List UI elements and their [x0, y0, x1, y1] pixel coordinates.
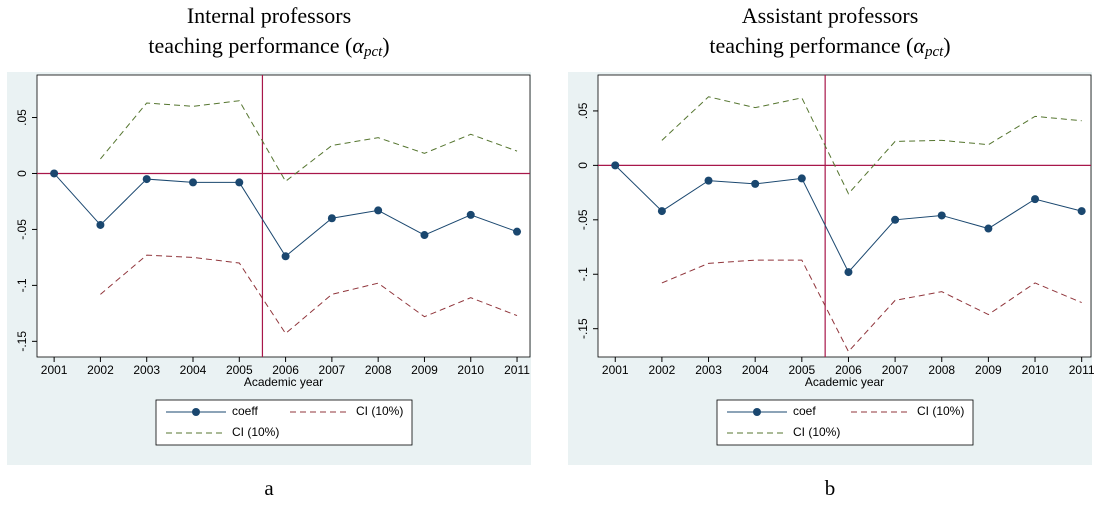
panel: Internal professors teaching performance … — [7, 3, 531, 500]
x-tick-label: 2011 — [1069, 363, 1095, 377]
series-marker — [96, 220, 105, 229]
title-line: teaching performance (αpct) — [709, 33, 950, 60]
series-line — [100, 254, 518, 335]
y-tick-label: -.1 — [15, 278, 29, 292]
legend-marker — [753, 408, 761, 416]
y-tick-label: -.15 — [576, 318, 590, 339]
x-axis-label: Academic year — [805, 375, 884, 389]
caption: b — [825, 476, 836, 500]
x-tick-label: 2001 — [602, 363, 629, 377]
plot-area — [597, 74, 1092, 358]
series-marker — [797, 174, 806, 183]
legend-label: coeff — [232, 404, 258, 418]
caption: a — [264, 476, 274, 500]
x-tick-label: 2006 — [272, 363, 299, 377]
y-tick-label: -.1 — [576, 267, 590, 281]
title-subscript: pct — [363, 44, 383, 60]
series-marker — [327, 214, 336, 223]
x-tick-label: 2002 — [649, 363, 676, 377]
title-end: ) — [382, 33, 389, 58]
x-tick-label: 2007 — [882, 363, 909, 377]
series-marker — [513, 227, 522, 236]
legend-label: CI (10%) — [232, 425, 279, 439]
series-marker — [189, 178, 198, 187]
legend-marker — [192, 408, 200, 416]
x-tick-label: 2005 — [788, 363, 815, 377]
x-tick-label: 2003 — [133, 363, 160, 377]
series-marker — [281, 252, 290, 261]
series-marker — [466, 210, 475, 219]
y-tick-label: -.05 — [576, 209, 590, 230]
series-marker — [1077, 207, 1086, 216]
x-tick-label: 2008 — [365, 363, 392, 377]
title-line: Assistant professors — [742, 3, 919, 28]
series-line — [661, 96, 1082, 195]
legend-label: coef — [793, 404, 816, 418]
legend-box — [716, 399, 974, 446]
x-tick-label: 2006 — [835, 363, 862, 377]
series-marker — [50, 169, 59, 178]
series-marker — [751, 179, 760, 188]
series-marker — [984, 224, 993, 233]
x-tick-label: 2003 — [695, 363, 722, 377]
title-subscript: pct — [924, 44, 944, 60]
series-marker — [891, 215, 900, 224]
legend-label: CI (10%) — [356, 404, 403, 418]
panel: Assistant professors teaching performance… — [568, 3, 1095, 500]
x-tick-label: 2004 — [742, 363, 769, 377]
series-marker — [1031, 195, 1040, 204]
x-tick-label: 2001 — [41, 363, 68, 377]
y-tick-label: 0 — [576, 162, 590, 169]
x-tick-label: 2002 — [87, 363, 114, 377]
series-marker — [611, 161, 620, 170]
y-tick-label: .05 — [576, 102, 590, 119]
series-marker — [937, 211, 946, 220]
series-line — [661, 259, 1082, 353]
title-line: Internal professors — [187, 3, 351, 28]
legend-box — [155, 399, 413, 446]
series-marker — [657, 207, 666, 216]
x-tick-label: 2011 — [504, 363, 530, 377]
series-marker — [142, 175, 151, 184]
y-tick-label: -.05 — [15, 219, 29, 240]
x-tick-label: 2009 — [975, 363, 1002, 377]
x-tick-label: 2010 — [457, 363, 484, 377]
title-text: teaching performance ( — [148, 33, 352, 58]
x-tick-label: 2007 — [319, 363, 346, 377]
series-line — [100, 100, 518, 183]
title-end: ) — [943, 33, 950, 58]
series-marker — [374, 206, 383, 215]
x-tick-label: 2008 — [928, 363, 955, 377]
title-symbol: α — [352, 33, 364, 58]
y-tick-label: 0 — [15, 170, 29, 177]
series-marker — [420, 231, 429, 240]
title-line: teaching performance (αpct) — [148, 33, 389, 60]
title-text: teaching performance ( — [709, 33, 913, 58]
plot-area — [36, 74, 531, 358]
series-marker — [844, 268, 853, 277]
x-tick-label: 2004 — [180, 363, 207, 377]
legend-label: CI (10%) — [917, 404, 964, 418]
x-axis-label: Academic year — [244, 375, 323, 389]
x-tick-label: 2005 — [226, 363, 253, 377]
title-symbol: α — [913, 33, 925, 58]
series-marker — [704, 176, 713, 185]
legend-label: CI (10%) — [793, 425, 840, 439]
y-tick-label: .05 — [15, 109, 29, 126]
y-tick-label: -.15 — [15, 331, 29, 352]
series-marker — [235, 178, 244, 187]
x-tick-label: 2010 — [1022, 363, 1049, 377]
x-tick-label: 2009 — [411, 363, 438, 377]
